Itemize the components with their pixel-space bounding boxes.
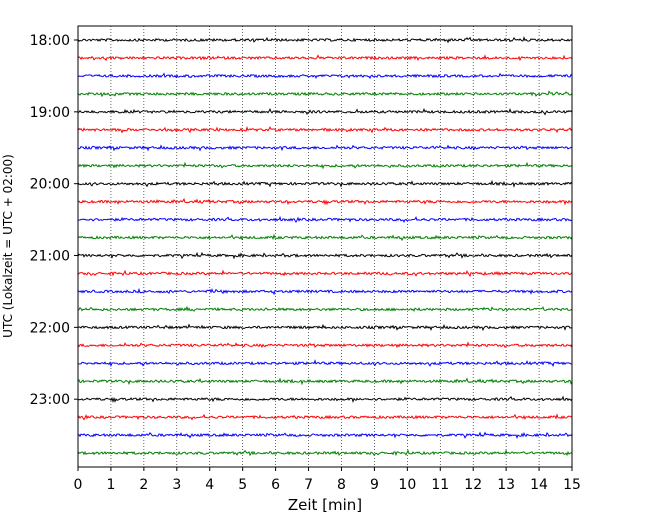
trace-1915	[78, 125, 572, 134]
trace-2045	[78, 233, 572, 242]
trace-2245	[78, 377, 572, 386]
trace-2230	[78, 359, 572, 367]
x-tick-label: 7	[304, 477, 313, 493]
trace-1900	[78, 107, 572, 116]
x-tick-label: 2	[139, 477, 148, 493]
x-tick-label: 1	[106, 477, 115, 493]
trace-2200	[78, 323, 572, 332]
y-axis-label: UTC (Lokalzeit = UTC + 02:00)	[1, 154, 15, 338]
trace-2215	[78, 341, 572, 349]
x-tick-label: 6	[271, 477, 280, 493]
x-tick-label: 15	[563, 477, 581, 493]
trace-layer	[78, 36, 572, 457]
trace-2130	[78, 287, 572, 296]
y-axis-ticks: 18:00 19:00 20:00 21:00 22:00 23:00	[30, 33, 78, 408]
x-tick-label: 3	[172, 477, 181, 493]
x-axis-label: Zeit [min]	[288, 496, 362, 514]
y-tick-label: 21:00	[30, 249, 70, 265]
x-tick-label: 4	[205, 477, 214, 493]
trace-2145	[78, 305, 572, 312]
trace-1945	[78, 161, 572, 170]
x-tick-label: 14	[530, 477, 548, 493]
x-tick-label: 9	[370, 477, 379, 493]
y-tick-label: 19:00	[30, 105, 70, 121]
trace-2315	[78, 413, 572, 421]
x-tick-label: 12	[464, 477, 482, 493]
y-tick-label: 23:00	[30, 392, 70, 408]
y-tick-label: 20:00	[30, 177, 70, 193]
trace-2115	[78, 269, 572, 278]
x-tick-label: 8	[337, 477, 346, 493]
plot-frame	[77, 25, 573, 468]
trace-2030	[78, 215, 572, 223]
trace-1800	[78, 36, 572, 44]
trace-2330	[78, 431, 572, 439]
x-tick-label: 13	[497, 477, 515, 493]
x-axis-ticks: 0 1 2 3 4 5 6 7 8 9 10 11 12 13 14 15	[74, 467, 581, 493]
trace-2100	[78, 251, 572, 260]
trace-2015	[78, 197, 572, 206]
y-tick-label: 22:00	[30, 320, 70, 336]
x-tick-label: 10	[398, 477, 416, 493]
x-tick-label: 5	[238, 477, 247, 493]
x-tick-label: 11	[431, 477, 449, 493]
trace-1930	[78, 144, 572, 152]
trace-1845	[78, 90, 572, 98]
trace-1830	[78, 72, 572, 80]
trace-1815	[78, 54, 572, 62]
x-tick-label: 0	[74, 477, 83, 493]
trace-2000	[78, 179, 572, 188]
trace-2300	[78, 395, 572, 404]
y-tick-label: 18:00	[30, 33, 70, 49]
trace-2345	[78, 448, 572, 457]
